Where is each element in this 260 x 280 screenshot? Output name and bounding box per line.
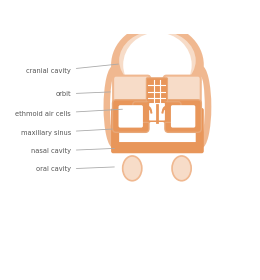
FancyBboxPatch shape [119,105,143,128]
FancyBboxPatch shape [163,102,181,122]
FancyBboxPatch shape [113,76,150,106]
FancyBboxPatch shape [164,76,201,106]
Text: Major skull cavities: Major skull cavities [57,257,203,270]
FancyBboxPatch shape [111,108,204,153]
FancyBboxPatch shape [146,78,167,105]
FancyBboxPatch shape [133,102,151,122]
FancyBboxPatch shape [149,103,165,120]
FancyBboxPatch shape [115,144,139,151]
Ellipse shape [110,77,118,137]
FancyBboxPatch shape [175,144,199,151]
Text: cranial cavity: cranial cavity [26,64,118,74]
FancyBboxPatch shape [119,113,196,150]
FancyBboxPatch shape [147,102,166,122]
FancyBboxPatch shape [115,142,199,153]
Ellipse shape [119,30,196,91]
Ellipse shape [192,66,211,148]
FancyBboxPatch shape [165,100,201,132]
Text: nasal cavity: nasal cavity [31,148,114,154]
Text: ethmoid air cells: ethmoid air cells [15,109,122,117]
Text: oral cavity: oral cavity [36,166,114,172]
Ellipse shape [197,77,205,137]
Ellipse shape [103,66,123,148]
Ellipse shape [123,156,142,181]
Ellipse shape [172,156,191,181]
FancyBboxPatch shape [113,100,149,132]
Ellipse shape [123,32,192,97]
FancyBboxPatch shape [171,105,195,128]
Text: maxillary sinus: maxillary sinus [21,129,112,136]
Ellipse shape [111,24,204,106]
Text: orbit: orbit [55,91,110,97]
